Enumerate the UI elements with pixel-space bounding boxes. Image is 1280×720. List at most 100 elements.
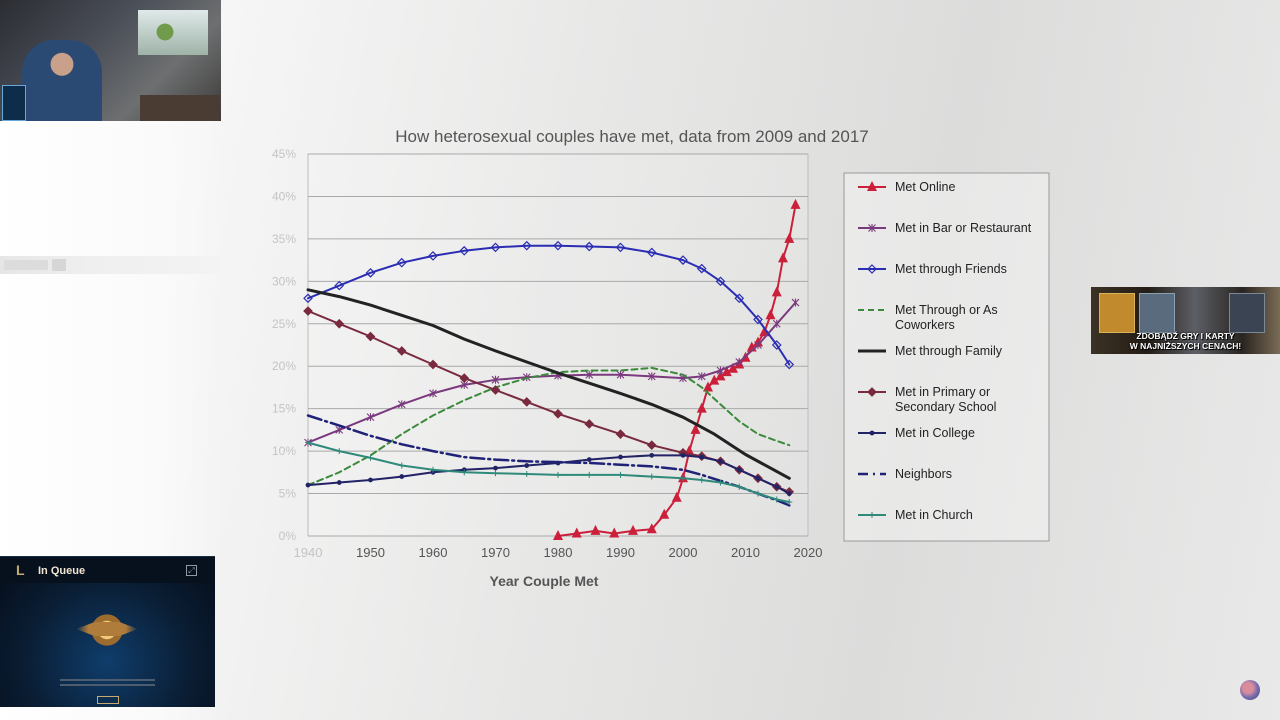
legend-item: Met in Primary or Secondary School	[858, 385, 996, 414]
data-point	[791, 298, 800, 307]
y-tick-label: 45%	[272, 147, 296, 161]
data-point	[584, 419, 595, 429]
data-point	[765, 309, 776, 320]
data-point	[728, 362, 738, 373]
x-tick-label: 1960	[419, 545, 448, 560]
y-tick-label: 20%	[272, 359, 296, 373]
data-point	[678, 255, 688, 265]
data-point	[334, 318, 345, 329]
data-point	[698, 476, 705, 483]
data-point	[493, 465, 498, 471]
data-point	[715, 276, 726, 287]
data-point	[334, 280, 345, 291]
x-tick-label: 1980	[544, 545, 573, 560]
blurred-overlay-bar	[0, 256, 219, 274]
webcam-monitor	[2, 85, 26, 121]
data-point	[615, 242, 626, 253]
data-point	[716, 366, 725, 375]
mastery-emblem-icon	[84, 612, 130, 652]
y-tick-label: 25%	[272, 317, 296, 331]
legend-item: Neighbors	[858, 467, 952, 481]
y-tick-label: 5%	[279, 487, 297, 501]
legend-item: Met through Family	[858, 344, 1003, 358]
legend-marker	[867, 264, 877, 274]
ad-banner[interactable]: ZDOBĄDŹ GRY I KARTY W NAJNIŻSZYCH CENACH…	[1091, 287, 1280, 354]
data-point	[336, 480, 342, 485]
data-point	[754, 341, 762, 349]
league-logo-icon: L	[16, 562, 25, 578]
queue-header	[0, 557, 215, 583]
data-point	[490, 242, 501, 253]
x-tick-label: 2020	[794, 545, 823, 560]
data-point	[647, 372, 656, 381]
data-point	[773, 496, 780, 503]
data-point	[735, 357, 744, 366]
legend-marker	[867, 181, 877, 191]
data-point	[718, 458, 723, 464]
legend-label-line: Met Through or As	[895, 303, 998, 317]
data-point	[336, 448, 343, 455]
data-point	[755, 490, 761, 497]
x-axis-ticks: 1940 1950 1960 1970 1980 1990 2000 2010 2020	[294, 545, 823, 560]
legend-label: Met in Church	[895, 508, 973, 522]
data-point	[521, 397, 532, 407]
chart-series	[303, 198, 801, 540]
legend-label: Met Through or As Coworkers	[895, 303, 998, 332]
data-point	[709, 374, 720, 385]
queue-title: In Queue	[38, 565, 86, 577]
data-point	[430, 466, 436, 473]
series-5	[306, 288, 791, 480]
data-point	[628, 524, 638, 535]
legend-item: Met through Friends	[858, 262, 1007, 276]
legend-label-line: Met in Church	[895, 508, 973, 522]
y-tick-label: 15%	[272, 402, 296, 416]
legend-label-line: Secondary School	[895, 400, 996, 414]
legend-label: Met in Primary or Secondary School	[895, 385, 996, 414]
legend-label-line: Coworkers	[895, 318, 955, 332]
data-point	[646, 523, 657, 534]
data-point	[646, 440, 657, 451]
legend-marker	[867, 387, 877, 397]
legend-label-line: Met Online	[895, 180, 955, 194]
legend-label: Met Online	[895, 180, 955, 194]
legend-item: Met Online	[858, 180, 955, 194]
data-point	[366, 413, 375, 422]
data-point	[736, 483, 743, 490]
data-point	[680, 475, 686, 482]
data-point	[491, 375, 500, 384]
channel-logo-icon	[1240, 680, 1260, 700]
legend-marker	[869, 430, 875, 436]
legend-item: Met Through or As Coworkers	[858, 303, 998, 332]
data-point	[586, 471, 593, 478]
data-point	[571, 527, 582, 538]
data-point	[615, 429, 626, 439]
data-point	[697, 372, 706, 381]
series-line	[306, 288, 791, 480]
data-point	[736, 467, 742, 473]
data-point	[553, 530, 563, 540]
blurred-block	[4, 260, 48, 270]
y-tick-label: 40%	[272, 189, 296, 203]
legend-label-line: Met through Family	[895, 344, 1003, 358]
webcam-feed	[0, 0, 221, 121]
data-point	[490, 385, 501, 395]
data-point	[715, 370, 726, 381]
data-point	[774, 484, 780, 490]
data-point	[553, 240, 563, 251]
expand-icon[interactable]: ⤢	[186, 565, 197, 576]
queue-button[interactable]	[97, 696, 119, 704]
data-point	[368, 477, 373, 483]
webcam-person	[22, 40, 102, 121]
data-point	[585, 370, 594, 379]
x-axis-label: Year Couple Met	[490, 573, 599, 589]
data-point	[734, 293, 745, 304]
data-point	[459, 373, 470, 383]
x-tick-label: 2010	[731, 545, 760, 560]
chart-legend: Met Online Met in Bar or Restaurant Met th…	[843, 172, 1050, 542]
data-point	[396, 346, 407, 356]
data-point	[555, 471, 561, 478]
ad-game-tile	[1229, 293, 1265, 333]
data-point	[459, 245, 470, 256]
data-point	[521, 240, 532, 251]
data-point	[609, 527, 620, 538]
